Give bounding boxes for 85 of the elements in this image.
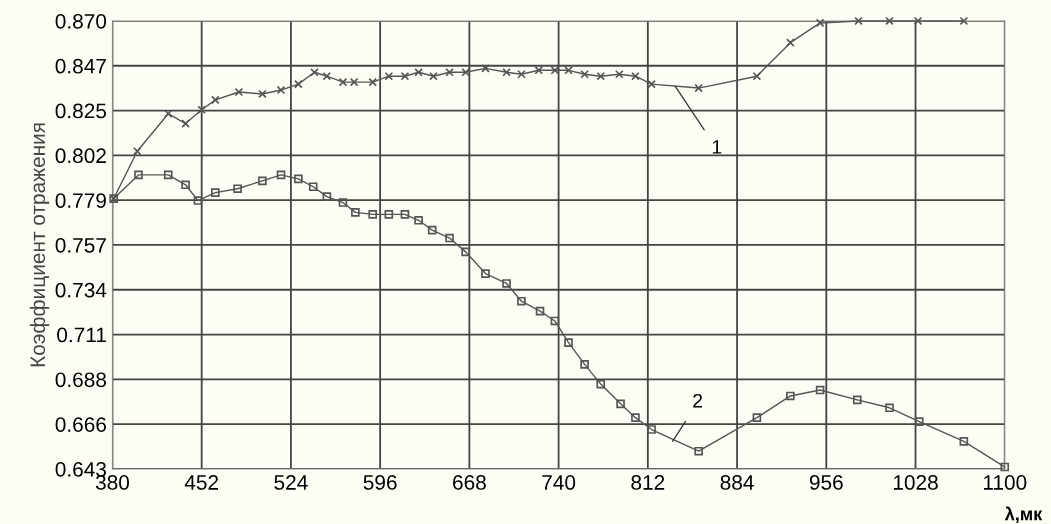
point [596,71,606,81]
point [163,170,173,180]
point [517,69,526,79]
point [854,16,863,26]
point [517,296,526,306]
point [647,425,656,434]
y-tick-label: 0.643 [55,461,106,477]
x-tick-label: 1028 [893,475,938,490]
point [193,196,203,205]
point [815,385,825,395]
y-tick-label: 0.757 [55,237,106,253]
annotation: 2 [693,393,703,408]
point [694,83,703,93]
point [400,71,410,81]
point [276,170,286,180]
point [1000,462,1010,472]
point [616,399,625,409]
point [461,247,470,257]
point [502,67,511,77]
point [885,16,894,26]
point [211,95,220,105]
point [481,269,490,278]
point [631,71,640,81]
point [181,180,190,190]
y-tick-label: 0.847 [55,58,106,74]
y-tick-label: 0.825 [55,103,107,119]
x-tick-label: 524 [274,475,308,490]
point [647,79,656,89]
point [368,210,378,219]
x-tick-label: 1100 [983,475,1027,490]
point [294,79,303,89]
point [959,16,969,26]
point [349,77,359,87]
point [885,403,894,413]
point [351,208,360,217]
x-axis-title: λ,мк [1004,506,1043,523]
point [429,71,438,81]
point [384,210,394,219]
x-tick-label: 740 [542,475,576,490]
point [445,67,454,77]
point [258,176,267,186]
point [502,279,511,288]
point [445,233,454,243]
y-tick-label: 0.711 [57,327,106,343]
point [181,119,190,128]
x-tick-label: 596 [363,475,397,490]
x-tick-label: 668 [453,475,486,490]
x-tick-label: 956 [809,475,843,490]
x-tick-label: 380 [95,475,130,490]
point [535,306,545,316]
point [694,446,703,456]
x-tick-label: 452 [184,475,219,490]
point [308,182,318,192]
point [786,391,795,401]
point [400,210,410,219]
x-tick-label: 812 [631,475,665,490]
y-tick-label: 0.802 [55,148,106,164]
y-tick-label: 0.734 [55,282,107,298]
point [550,316,560,326]
y-tick-label: 0.779 [55,193,106,208]
point [852,395,862,405]
point [322,192,332,201]
point [752,413,762,422]
annotation: 1 [712,140,722,154]
point [258,89,267,99]
point [368,77,378,87]
y-tick-label: 0.870 [55,13,107,29]
point [427,225,437,235]
point [134,170,143,180]
point [294,174,303,184]
point [211,188,220,197]
y-tick-label: 0.688 [55,372,106,388]
x-tick-label: 884 [720,475,754,490]
point [564,338,573,347]
point [580,360,589,369]
point [338,77,348,87]
y-tick-label: 0.666 [55,417,106,432]
point [233,184,242,194]
point [414,215,423,225]
point [596,379,606,389]
y-axis-title: Коэффициент отражения [29,123,50,367]
point [338,198,348,207]
point [959,437,969,446]
point [631,413,640,422]
point [914,417,924,426]
